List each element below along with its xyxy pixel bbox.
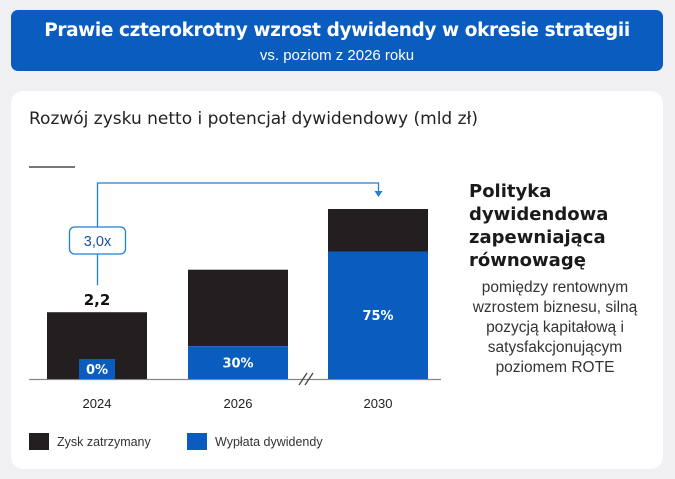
page-subtitle: vs. poziom z 2026 roku — [259, 47, 415, 64]
legend-swatch-retained — [29, 433, 49, 450]
legend-swatch-dividend — [187, 433, 207, 450]
bar-chart: 0% 2,2 2024 30% 2026 75% 2030 3,0x — [29, 182, 441, 411]
legend-label-dividend: Wypłata dywidendy — [215, 434, 323, 449]
growth-multiplier-badge — [68, 226, 127, 255]
x-tick-label-2026: 2026 — [224, 396, 253, 411]
chart-card: Rozwój zysku netto i potencjał dywidendo… — [11, 91, 663, 469]
growth-multiplier-label: 3,0x — [84, 234, 112, 250]
bar-dividend-2026 — [188, 346, 288, 379]
total-label-2024: 2,2 — [84, 291, 111, 309]
dividend-badge-2024 — [79, 359, 115, 379]
header-banner: Prawie czterokrotny wzrost dywidendy w o… — [11, 10, 663, 71]
axis-break-mark-1 — [298, 372, 308, 386]
legend-item-retained: Zysk zatrzymany — [29, 433, 151, 450]
bar-dividend-2030 — [328, 251, 428, 379]
bar-retained-2030 — [328, 208, 428, 252]
growth-connector-arrowhead — [374, 191, 383, 197]
chart-title: Rozwój zysku netto i potencjał dywidendo… — [29, 109, 479, 129]
x-tick-label-2024: 2024 — [83, 396, 112, 411]
legend-label-retained: Zysk zatrzymany — [57, 434, 151, 449]
policy-title: Polityka dywidendowa zapewniająca równow… — [469, 181, 609, 271]
bar-retained-2026 — [188, 269, 288, 347]
dividend-share-label-2026: 30% — [222, 357, 253, 372]
policy-description: pomiędzy rentownym wzrostem biznesu, sil… — [472, 279, 638, 376]
title-divider — [29, 166, 75, 168]
dividend-share-label-2024: 0% — [86, 363, 108, 378]
page-title: Prawie czterokrotny wzrost dywidendy w o… — [44, 20, 630, 41]
axis-break-mark-2 — [304, 372, 314, 386]
legend-item-dividend: Wypłata dywidendy — [187, 433, 323, 450]
x-tick-label-2030: 2030 — [364, 396, 393, 411]
dividend-share-label-2030: 75% — [362, 309, 393, 324]
